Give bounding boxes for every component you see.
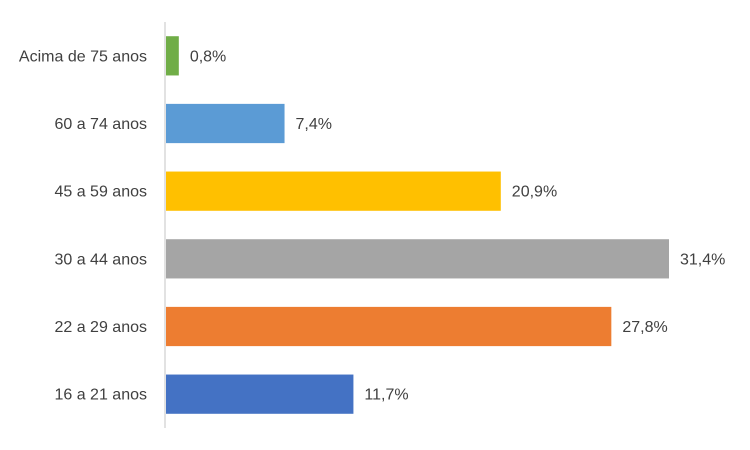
- category-label-5: 16 a 21 anos: [54, 387, 147, 404]
- category-label-2: 45 a 59 anos: [54, 184, 147, 201]
- category-label-4: 22 a 29 anos: [54, 319, 147, 336]
- bar-3: [166, 239, 669, 279]
- bar-5: [166, 374, 354, 414]
- bar-2: [166, 171, 501, 211]
- bar-0: [166, 36, 179, 76]
- bar-4: [166, 306, 612, 347]
- data-label-3: 31,4%: [680, 251, 725, 268]
- data-label-5: 11,7%: [364, 387, 408, 404]
- data-label-4: 27,8%: [622, 319, 667, 336]
- bar-1: [166, 103, 285, 144]
- data-label-2: 20,9%: [512, 184, 557, 201]
- bars-layer: [166, 36, 669, 414]
- data-label-0: 0,8%: [190, 48, 226, 65]
- category-label-0: Acima de 75 anos: [19, 48, 147, 65]
- category-label-1: 60 a 74 anos: [54, 116, 147, 133]
- data-label-1: 7,4%: [296, 116, 332, 133]
- category-label-3: 30 a 44 anos: [54, 251, 147, 268]
- labels-layer: Acima de 75 anos 0,8% 60 a 74 anos 7,4% 45 a…: [19, 48, 725, 403]
